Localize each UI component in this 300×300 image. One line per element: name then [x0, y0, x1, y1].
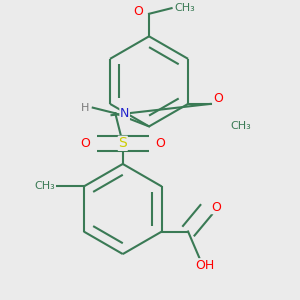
- Text: OH: OH: [195, 259, 214, 272]
- Text: O: O: [211, 201, 221, 214]
- Text: CH₃: CH₃: [230, 122, 251, 131]
- Text: O: O: [133, 5, 143, 18]
- Text: N: N: [120, 107, 129, 120]
- Text: CH₃: CH₃: [34, 182, 55, 191]
- Text: O: O: [80, 137, 90, 150]
- Text: S: S: [118, 136, 127, 150]
- Text: O: O: [155, 137, 165, 150]
- Text: CH₃: CH₃: [174, 3, 195, 13]
- Text: H: H: [81, 103, 89, 112]
- Text: O: O: [213, 92, 223, 105]
